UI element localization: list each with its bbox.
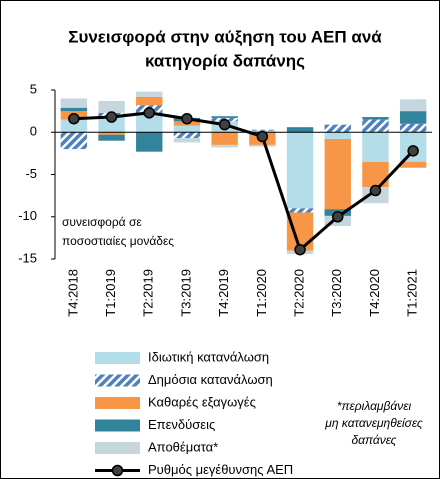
legend-label: Καθαρές εξαγωγές [148, 394, 256, 409]
annotation: ποσοστιαίες μονάδες [62, 234, 174, 248]
gdp-line [73, 111, 415, 253]
x-tick-label: T3:2019 [178, 269, 193, 317]
x-tick-label: T3:2020 [329, 269, 344, 317]
chart-title: κατηγορία δαπάνης [145, 51, 305, 70]
y-tick-label: -5 [25, 166, 37, 181]
legend-swatch [95, 419, 140, 432]
annotation: συνεισφορά σε [62, 215, 142, 229]
footnote: *περιλαμβάνει [337, 399, 412, 413]
gdp-marker [256, 130, 269, 143]
bar-segment [286, 208, 314, 213]
bar-segment [173, 125, 201, 133]
y-tick-label: -15 [18, 250, 37, 265]
bar-segment [249, 144, 276, 147]
bar-segment [399, 161, 427, 168]
x-tick-label: T1:2021 [405, 269, 420, 317]
legend-marker [111, 464, 124, 477]
gdp-marker [68, 112, 80, 125]
bar-segment [362, 117, 389, 120]
gdp-marker [143, 107, 155, 119]
legend-label: Δημόσια κατανάλωση [148, 372, 273, 387]
x-tick-label: T2:2019 [141, 269, 156, 317]
x-tick-label: T1:2019 [103, 269, 118, 317]
bar-segment [136, 96, 163, 106]
bar-segment [98, 117, 125, 133]
bar-segment [399, 123, 427, 133]
footnote: μη κατανεμηθείσες [324, 416, 423, 430]
bar-segment [324, 139, 351, 210]
gdp-marker [218, 118, 231, 131]
x-tick-label: T4:2019 [216, 269, 231, 317]
bar-segment [211, 132, 238, 145]
bar-segment [362, 119, 389, 133]
bar-segment [211, 116, 238, 118]
bar-segment [136, 91, 163, 97]
bar-segment [399, 99, 427, 112]
bar-segment [60, 132, 88, 150]
legend-label: Επενδύσεις [148, 417, 215, 432]
y-tick-label: -10 [18, 208, 37, 223]
bar-segment [399, 111, 427, 124]
legend-swatch [95, 442, 140, 454]
bar-segment [173, 138, 201, 143]
bar-segment [324, 124, 351, 133]
bar-segment [173, 132, 201, 139]
bar-segment [211, 144, 238, 148]
bar-segment [60, 98, 88, 108]
bar-segment [98, 132, 125, 135]
x-tick-label: T4:2020 [367, 269, 382, 317]
bar-segment [98, 134, 125, 141]
bar-segment [136, 115, 163, 133]
bar-segment [362, 132, 389, 162]
x-tick-label: T2:2020 [291, 269, 306, 317]
bar-segment [136, 132, 163, 152]
gdp-marker [294, 243, 306, 256]
bar-segment [286, 127, 314, 133]
gdp-marker [332, 211, 344, 223]
legend-label: Ρυθμός μεγέθυνσης ΑΕΠ [148, 462, 293, 477]
gdp-marker [181, 112, 193, 125]
bar-segment [286, 132, 314, 209]
bar-segment [60, 119, 88, 133]
bar-segment [60, 107, 88, 112]
legend-swatch [95, 352, 140, 364]
bar-segment [249, 129, 276, 131]
y-tick-label: 5 [30, 81, 37, 96]
legend-label: Ιδιωτική κατανάλωση [148, 349, 269, 364]
chart-title: Συνεισφορά στην αύξηση του ΑΕΠ ανά [68, 27, 382, 46]
x-tick-label: T1:2020 [254, 269, 269, 317]
legend-swatch [95, 374, 140, 387]
bar-segment [98, 100, 125, 113]
gdp-marker [407, 145, 419, 157]
footnote: δαπάνες [351, 433, 396, 447]
legend-swatch [95, 397, 140, 409]
legend-label: Αποθέματα* [148, 439, 218, 454]
bar-segment [324, 132, 351, 140]
gdp-marker [105, 111, 118, 123]
bar-segment [362, 161, 389, 188]
x-tick-label: T4:2018 [65, 269, 80, 317]
y-tick-label: 0 [30, 124, 37, 139]
gdp-marker [369, 184, 382, 197]
